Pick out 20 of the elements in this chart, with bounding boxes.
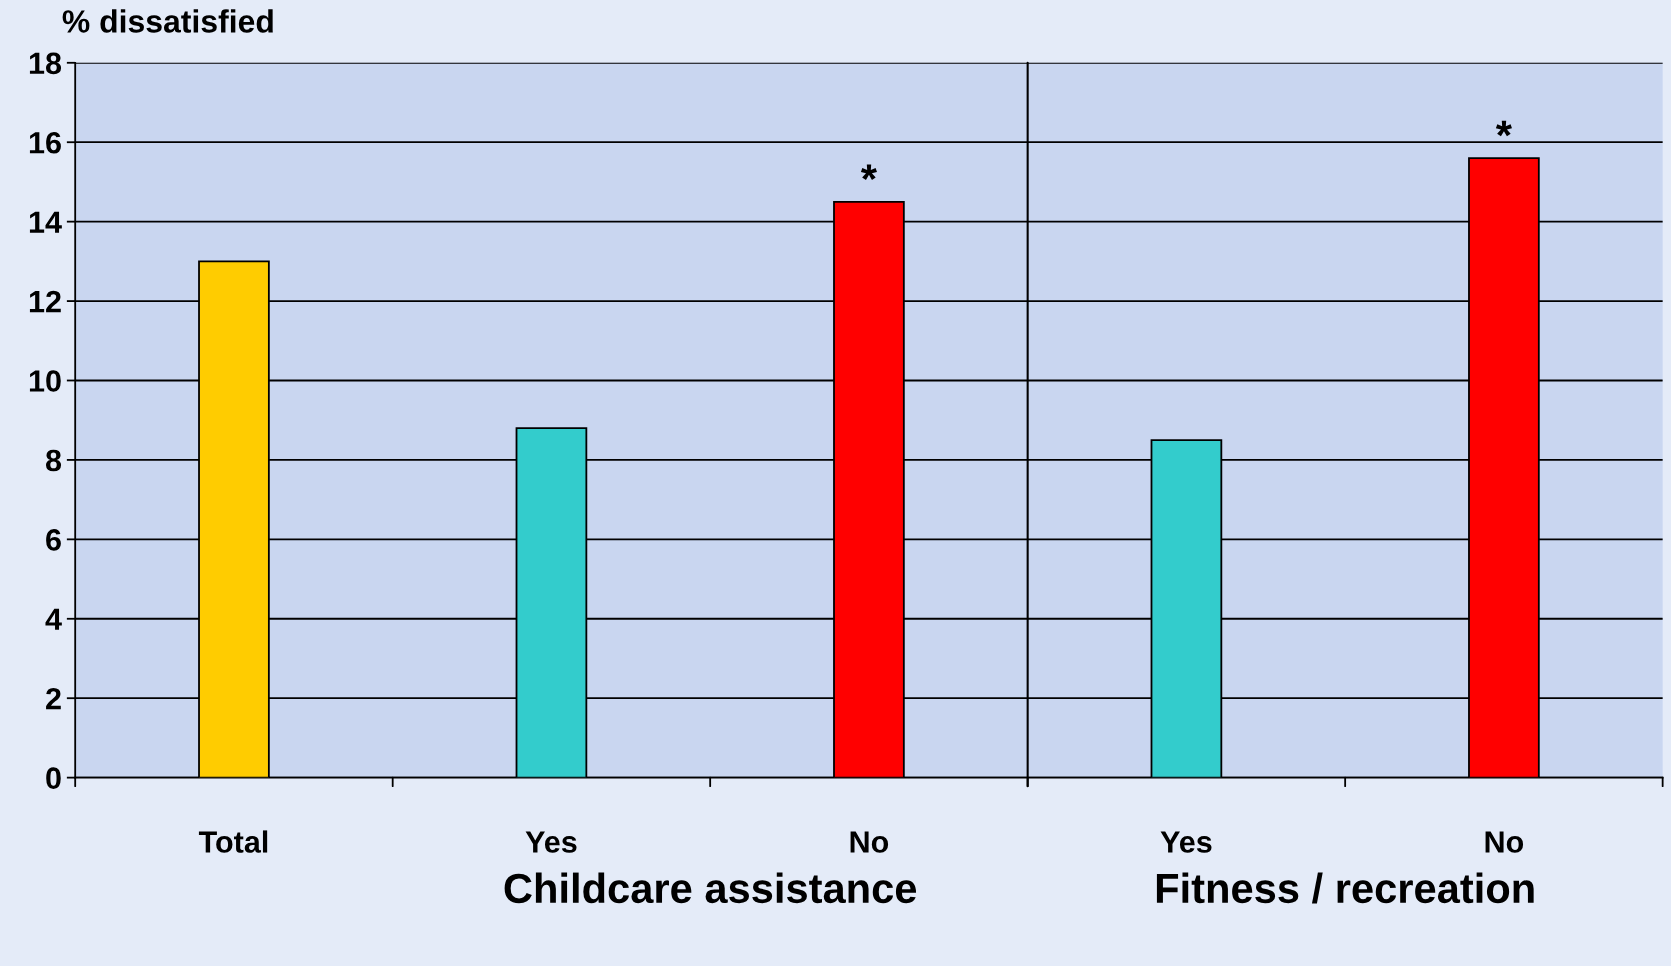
y-tick-label: 2 (46, 687, 61, 710)
x-tick-label: No (850, 831, 889, 853)
y-tick-label: 14 (29, 211, 62, 233)
text: Childcare assistance (504, 872, 917, 904)
y-tick-label: 16 (29, 131, 61, 154)
x-tick-label: Total (198, 830, 268, 853)
data-label: * (1495, 120, 1512, 137)
y-tick-label: 8 (45, 449, 62, 472)
text: Fitness / recreation (1156, 872, 1534, 904)
y-tick-label: 10 (29, 370, 61, 392)
y-tick-label: 12 (29, 290, 61, 313)
y-tick-label: 4 (45, 608, 62, 630)
data-label: * (860, 164, 877, 180)
x-tick-label: Yes (525, 831, 577, 853)
y-tick-label: 6 (46, 529, 61, 551)
y-tick-label: 0 (46, 767, 61, 789)
y-axis-title: % dissatisfied (62, 9, 273, 33)
x-tick-label: No (1485, 831, 1524, 853)
x-tick-label: Yes (1160, 831, 1212, 853)
y-tick-label: 18 (29, 52, 62, 75)
